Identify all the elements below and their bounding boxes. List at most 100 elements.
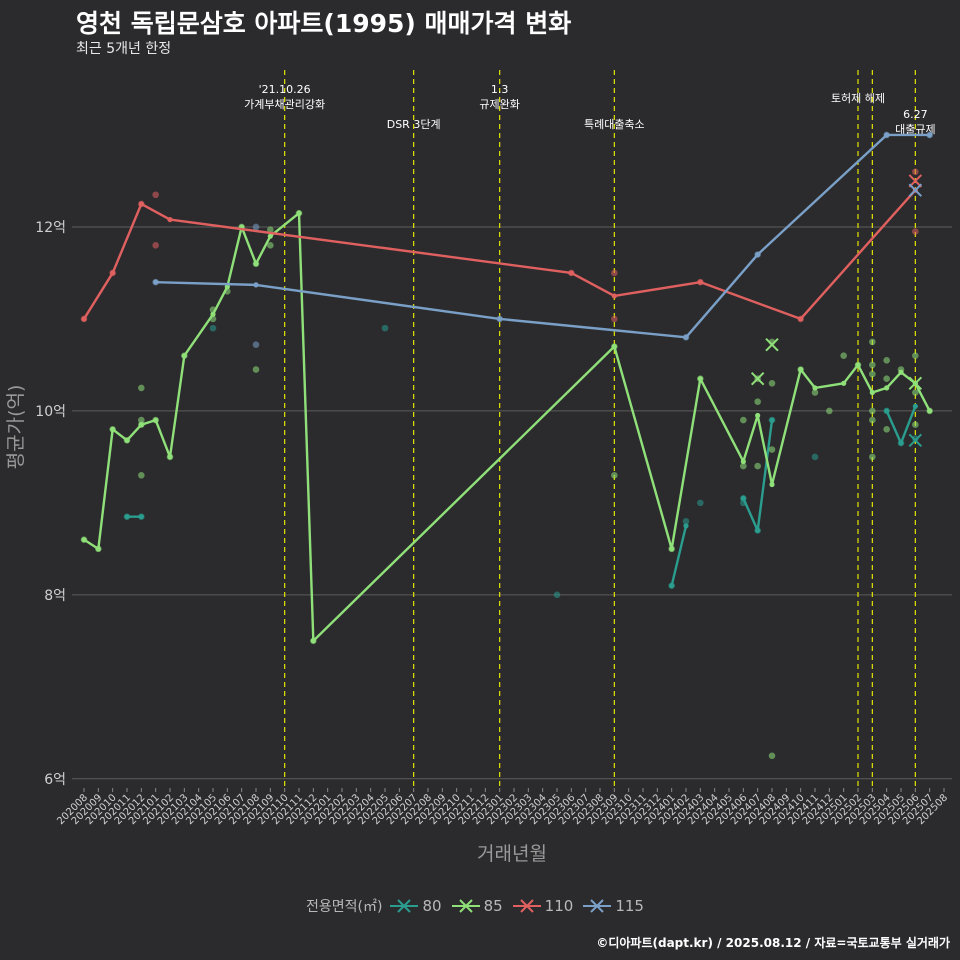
series-vertex-115 (497, 316, 503, 322)
data-point-85 (267, 242, 274, 249)
data-point-80 (553, 591, 561, 599)
data-point-85 (138, 471, 145, 479)
legend-item-85: 85 (451, 896, 503, 916)
legend-item-115: 115 (583, 896, 644, 916)
series-vertex-85 (898, 369, 904, 375)
series-line-80 (885, 405, 917, 445)
legend-item-80: 80 (390, 896, 442, 916)
latest-marker-85 (908, 376, 923, 391)
data-point-85 (869, 407, 876, 415)
event-label: '21.10.26 (259, 83, 311, 96)
series-vertex-80 (884, 408, 890, 414)
data-point-85 (754, 398, 761, 406)
data-point-85 (912, 421, 919, 429)
data-point-85 (869, 370, 876, 378)
series-vertex-85 (138, 422, 144, 428)
data-point-80 (811, 453, 819, 461)
latest-marker-85 (750, 372, 765, 386)
event-label: 토허제 해제 (831, 91, 885, 105)
data-point-85 (826, 407, 833, 415)
data-point-110 (611, 315, 618, 323)
data-point-110 (912, 228, 919, 235)
series-vertex-110 (167, 216, 173, 223)
series-vertex-115 (153, 279, 159, 285)
series-vertex-110 (138, 201, 144, 207)
series-vertex-110 (81, 316, 87, 322)
data-point-110 (912, 168, 919, 176)
series-vertex-110 (798, 316, 804, 322)
legend-label: 85 (483, 897, 503, 915)
data-point-85 (883, 375, 890, 383)
series-vertex-115 (927, 132, 933, 138)
series-vertex-85 (167, 454, 173, 460)
data-point-85 (912, 352, 919, 360)
series-vertex-80 (898, 440, 904, 446)
y-tick-label: 10억 (35, 404, 66, 420)
source-caption: ©디아파트(dapt.kr) / 2025.08.12 / 자료=국토교통부 실… (596, 936, 950, 950)
series-vertex-85 (697, 376, 703, 382)
latest-marker-85 (765, 337, 779, 352)
legend-key-icon (512, 899, 541, 913)
series-vertex-85 (769, 481, 775, 488)
latest-marker-80 (908, 433, 923, 448)
data-point-80 (682, 517, 690, 525)
series-vertex-85 (210, 311, 216, 317)
chart-title: 영천 독립문삼호 아파트(1995) 매매가격 변화 (76, 9, 572, 38)
data-point-85 (611, 471, 618, 479)
series-vertex-110 (697, 279, 703, 285)
series-vertex-85 (81, 537, 87, 543)
series-vertex-85 (755, 412, 761, 419)
series-vertex-80 (683, 523, 689, 529)
data-point-110 (152, 242, 159, 249)
chart-canvas: 6억8억10억12억202008202009202010202011202012… (5, 70, 952, 865)
data-point-85 (267, 226, 274, 234)
data-point-85 (869, 338, 876, 346)
data-point-80 (697, 499, 704, 507)
series-vertex-85 (855, 362, 861, 368)
series-vertex-85 (798, 366, 804, 373)
legend-item-110: 110 (512, 896, 574, 916)
data-point-85 (869, 416, 876, 424)
data-point-85 (869, 361, 876, 369)
series-vertex-85 (611, 343, 617, 350)
series-line-80 (670, 525, 688, 586)
event-label: 특례대출축소 (584, 118, 645, 131)
series-vertex-115 (253, 282, 259, 288)
series-vertex-85 (95, 546, 101, 552)
data-point-85 (768, 380, 776, 387)
series-vertex-85 (110, 426, 116, 432)
y-axis-title: 평균가(억) (5, 385, 27, 470)
series-vertex-85 (310, 638, 316, 644)
data-point-85 (252, 366, 260, 373)
data-point-80 (912, 435, 919, 442)
event-label: DSR 3단계 (387, 118, 441, 131)
data-point-85 (138, 384, 145, 392)
series-vertex-85 (841, 380, 847, 386)
event-label: 대출규제 (895, 123, 935, 136)
legend-label: 80 (422, 897, 442, 915)
data-point-85 (768, 446, 776, 453)
series-vertex-85 (124, 437, 130, 443)
latest-marker-115 (908, 183, 923, 197)
series-vertex-110 (611, 293, 617, 299)
series-vertex-80 (769, 417, 775, 423)
legend-label: 115 (615, 897, 644, 915)
event-label: 규제완화 (479, 98, 519, 111)
series-vertex-80 (912, 403, 918, 409)
series-vertex-80 (669, 583, 675, 589)
series-vertex-80 (138, 514, 144, 520)
series-vertex-115 (683, 334, 689, 340)
legend: 전용면적(㎡) 80 85 110 115 (0, 896, 960, 916)
event-label: 1.3 (491, 83, 509, 96)
series-vertex-80 (124, 514, 130, 520)
series-vertex-80 (755, 527, 761, 534)
data-point-110 (611, 269, 618, 277)
series-vertex-85 (267, 233, 273, 239)
data-point-85 (811, 389, 819, 396)
series-vertex-115 (755, 251, 761, 258)
data-point-115 (252, 341, 260, 348)
data-point-85 (740, 416, 747, 424)
legend-label: 110 (544, 897, 574, 915)
event-label: 6.27 (903, 108, 928, 121)
series-vertex-110 (568, 270, 574, 276)
